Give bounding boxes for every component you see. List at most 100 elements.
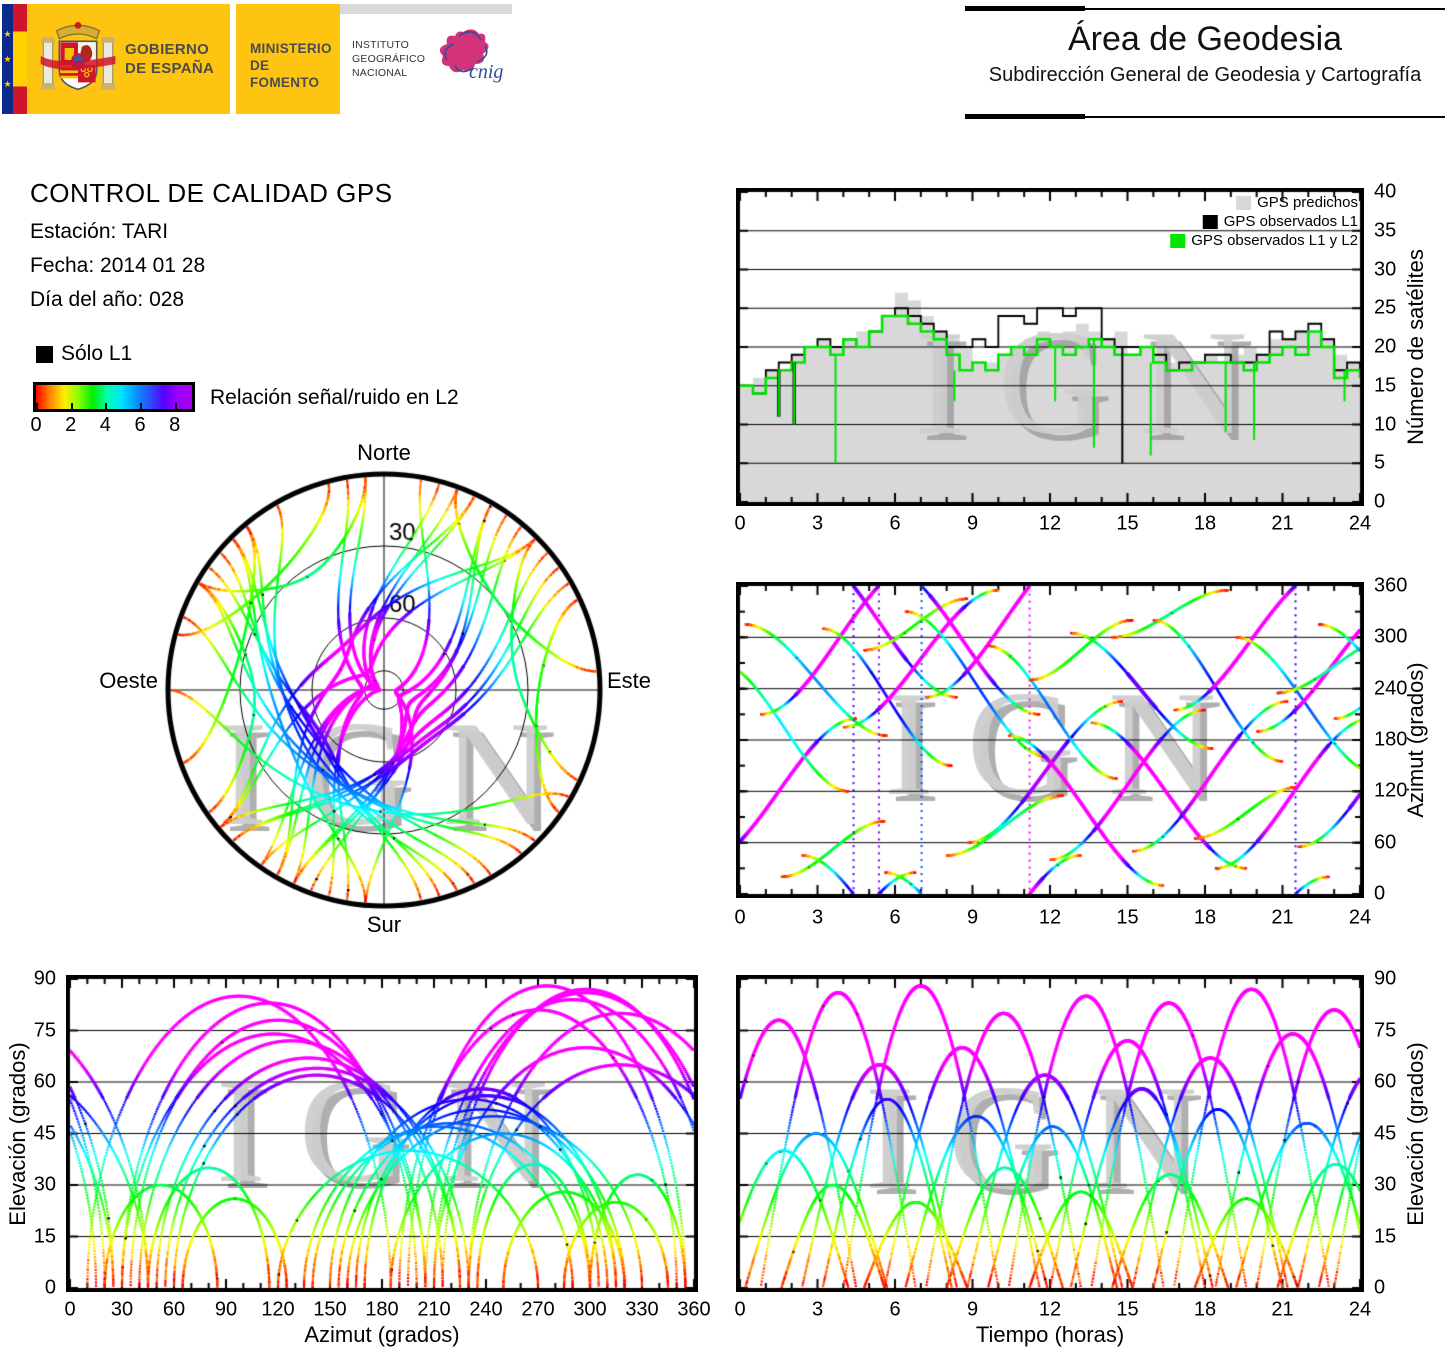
- y-axis-title: Azimut (grados): [1403, 662, 1428, 818]
- ministerio-label: MINISTERIO DE FOMENTO: [250, 41, 332, 90]
- tick-label: 45: [33, 1122, 56, 1144]
- area-title: Área de Geodesia: [1067, 20, 1343, 58]
- tick-label: 21: [1271, 906, 1294, 929]
- tick-label: 24: [1348, 512, 1372, 535]
- eu-star-icon: ★: [3, 78, 12, 89]
- tick-label: 120: [1374, 779, 1408, 802]
- legend-label: GPS observados L1: [1223, 213, 1358, 230]
- tick-label: 9: [966, 906, 979, 929]
- tick-label: 240: [469, 1298, 503, 1321]
- tick-label: 6: [889, 1298, 901, 1321]
- tick-label: 0: [734, 512, 746, 535]
- tick-label: 300: [573, 1298, 607, 1321]
- tick-label: 45: [1374, 1122, 1397, 1144]
- tick-label: 15: [1116, 512, 1139, 535]
- tick-label: 30: [1374, 258, 1397, 280]
- spain-coat-of-arms-icon: [40, 22, 116, 91]
- skyplot-label-west: Oeste: [99, 668, 158, 693]
- tick-label: 21: [1271, 1298, 1294, 1321]
- tick-label: 0: [64, 1298, 76, 1321]
- tick-label: 3: [811, 512, 824, 535]
- y-axis-title: Número de satélites: [1403, 249, 1428, 445]
- legend-entry: GPS observados L1 y L2: [1170, 232, 1358, 249]
- tick-label: 12: [1038, 906, 1062, 929]
- colorbar-tick: [70, 403, 73, 409]
- doy-label: Día del año: 028: [30, 288, 185, 311]
- spain-flag-strip: [13, 4, 27, 114]
- tick-label: 35: [1374, 219, 1397, 242]
- tick-label: 0: [44, 1276, 56, 1299]
- solo-l1-legend: Sólo L1: [36, 342, 132, 366]
- tick-label: 15: [1374, 1225, 1397, 1247]
- azimuth-time-chart: [736, 582, 1364, 898]
- solo-l1-swatch: [36, 345, 53, 363]
- tick-label: 5: [1374, 451, 1386, 474]
- tick-label: 0: [1374, 882, 1386, 905]
- colorbar-tick-label: 4: [99, 414, 111, 436]
- tick-label: 0: [1374, 1276, 1386, 1299]
- y-axis-title: Elevación (grados): [1403, 1041, 1428, 1226]
- legend-label: GPS observados L1 y L2: [1191, 232, 1358, 249]
- tick-label: 3: [811, 1298, 824, 1321]
- colorbar-tick-label: 8: [169, 414, 181, 436]
- date-label: Fecha: 2014 01 28: [30, 254, 206, 277]
- tick-label: 0: [1374, 490, 1386, 513]
- tick-label: 270: [521, 1298, 555, 1321]
- solo-l1-label: Sólo L1: [61, 342, 133, 365]
- tick-label: 330: [625, 1298, 659, 1321]
- eu-flag-strip: ★ ★ ★: [2, 4, 13, 114]
- tick-label: 60: [1374, 1070, 1397, 1093]
- skyplot-canvas: [156, 462, 612, 918]
- skyplot-label-south: Sur: [366, 912, 402, 937]
- tick-label: 90: [214, 1298, 238, 1321]
- tick-label: 300: [1374, 625, 1408, 648]
- tick-label: 21: [1271, 512, 1294, 535]
- tick-label: 180: [1374, 728, 1408, 751]
- header-banner: ★ ★ ★: [0, 4, 965, 114]
- colorbar-tick-label: 0: [30, 414, 42, 436]
- ign-block: INSTITUTO GEOGRÁFICO NACIONAL cnig: [340, 4, 512, 114]
- header-rule-bottom: [965, 114, 1445, 119]
- tick-label: 60: [162, 1298, 186, 1321]
- satellite-count-chart: [736, 188, 1364, 506]
- legend-entry: GPS predichos: [1236, 194, 1358, 211]
- tick-label: 15: [1116, 906, 1139, 929]
- area-subtitle: Subdirección General de Geodesia y Carto…: [988, 64, 1422, 86]
- colorbar-tick: [36, 403, 38, 409]
- tick-label: 25: [1374, 296, 1397, 319]
- ministerio-block: MINISTERIO DE FOMENTO: [236, 4, 340, 114]
- tick-label: 6: [889, 906, 901, 929]
- legend-entry: GPS observados L1: [1202, 213, 1358, 230]
- tick-label: 90: [1374, 967, 1397, 990]
- cnig-logo-icon: cnig: [439, 29, 503, 83]
- tick-label: 0: [734, 906, 746, 929]
- block-divider: [230, 4, 236, 114]
- tick-label: 30: [33, 1173, 56, 1196]
- tick-label: 18: [1193, 1298, 1217, 1321]
- tick-label: 12: [1038, 512, 1062, 535]
- legend-swatch: [1202, 214, 1218, 229]
- tick-label: 6: [889, 512, 901, 535]
- colorbar-tick-label: 6: [134, 414, 146, 436]
- tick-label: 30: [110, 1298, 134, 1321]
- elevation-time-chart: [736, 975, 1364, 1292]
- gobierno-block: GOBIERNO DE ESPAÑA: [27, 4, 230, 114]
- eu-star-icon: ★: [3, 53, 12, 64]
- x-axis-title: Tiempo (horas): [975, 1322, 1125, 1347]
- tick-label: 150: [313, 1298, 347, 1321]
- gobierno-label: GOBIERNO DE ESPAÑA: [125, 41, 215, 77]
- tick-label: 360: [677, 1298, 711, 1321]
- tick-label: 3: [811, 906, 824, 929]
- tick-label: 60: [33, 1070, 56, 1093]
- tick-label: 18: [1193, 512, 1217, 535]
- tick-label: 60: [1374, 831, 1397, 854]
- tick-label: 180: [365, 1298, 399, 1321]
- ign-top-strip: [340, 4, 512, 14]
- colorbar-tick: [174, 403, 177, 409]
- tick-label: 240: [1374, 677, 1408, 700]
- report-title: CONTROL DE CALIDAD GPS: [30, 178, 393, 208]
- tick-label: 15: [33, 1225, 56, 1247]
- colorbar-tick: [140, 403, 142, 409]
- tick-label: 90: [33, 967, 56, 990]
